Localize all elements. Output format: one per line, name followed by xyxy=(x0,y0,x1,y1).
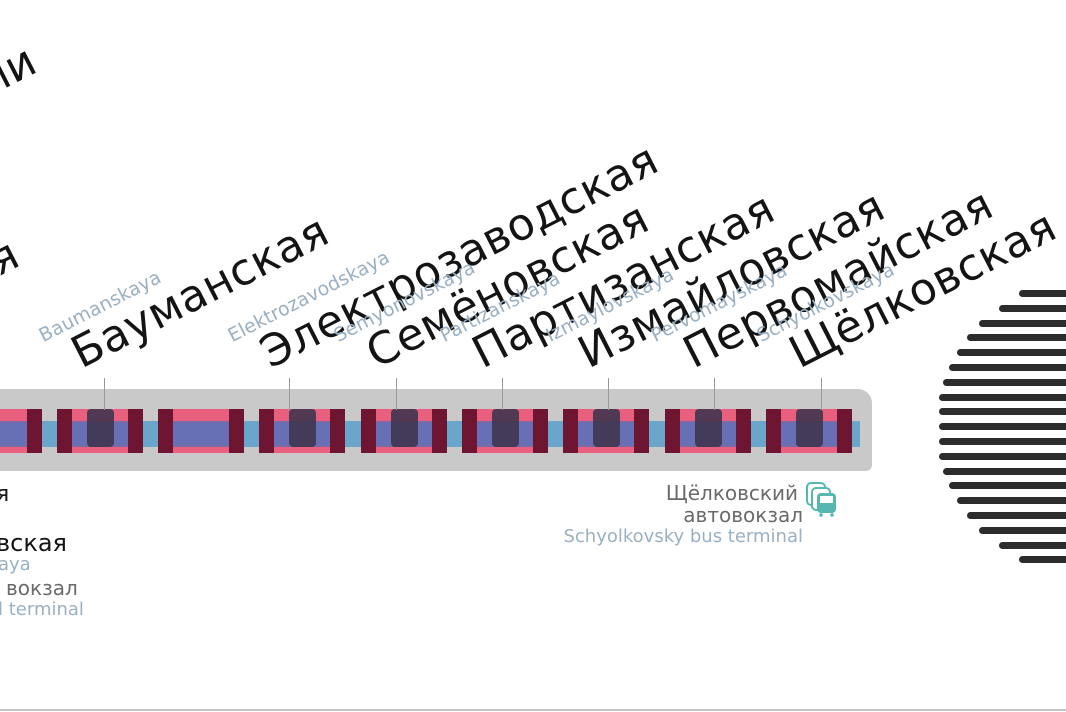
cropped-label-2: вская xyxy=(0,529,67,557)
train-car xyxy=(361,409,447,453)
station-tick xyxy=(289,378,290,410)
terminus-bar xyxy=(949,364,1066,371)
train-car xyxy=(259,409,345,453)
station-tick xyxy=(104,378,105,410)
train-car xyxy=(665,409,751,453)
cropped-label-3: aya xyxy=(0,554,31,575)
terminus-bar xyxy=(939,438,1066,445)
cropped-label-1: я xyxy=(0,482,10,507)
train-car xyxy=(158,409,244,453)
bottom-border xyxy=(0,709,1066,711)
station-tick xyxy=(821,378,822,410)
terminus-bar xyxy=(939,452,1066,460)
station-tick xyxy=(714,378,715,410)
station-tick xyxy=(396,378,397,410)
terminus-bar xyxy=(943,378,1066,386)
terminus-bar xyxy=(939,423,1066,431)
cropped-station-top: ии xyxy=(0,35,45,107)
cropped-label-4: вокзал xyxy=(6,576,78,600)
terminus-bar xyxy=(967,512,1066,519)
cropped-label-5: l terminal xyxy=(0,599,84,620)
terminus-bar xyxy=(979,526,1066,534)
terminus-bar xyxy=(1019,290,1066,297)
terminus-bar xyxy=(949,482,1066,490)
bus-terminal-ru-2: автовокзал xyxy=(683,503,803,527)
terminus-bar xyxy=(999,304,1066,312)
terminus-bar xyxy=(939,408,1066,416)
train-car xyxy=(766,409,852,453)
terminus-bar xyxy=(1019,556,1066,564)
terminus-bar xyxy=(967,334,1066,342)
bus-icon xyxy=(806,482,836,517)
terminus-bar xyxy=(957,349,1066,357)
terminus-symbol xyxy=(939,290,1066,572)
station-tick xyxy=(502,378,503,410)
bus-terminal-ru-1: Щёлковский xyxy=(665,481,798,505)
terminus-bar xyxy=(999,541,1066,549)
train-car xyxy=(57,409,143,453)
terminus-bar xyxy=(979,319,1066,327)
train-car xyxy=(563,409,649,453)
terminus-bar xyxy=(957,497,1066,505)
terminus-bar xyxy=(943,467,1066,475)
station-tick xyxy=(608,378,609,410)
cropped-station-mid: ая xyxy=(0,228,27,299)
terminus-bar xyxy=(939,393,1066,401)
bus-terminal-en: Schyolkovsky bus terminal xyxy=(563,526,803,547)
train-car xyxy=(0,409,42,453)
train-car xyxy=(462,409,548,453)
